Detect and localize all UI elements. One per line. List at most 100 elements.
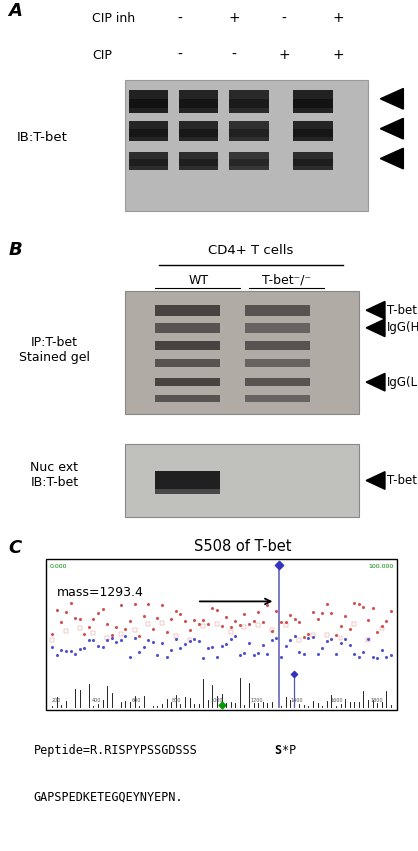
Polygon shape (366, 319, 385, 337)
Bar (229, 159, 268, 166)
Point (49, 640, 56, 654)
Point (113, 636, 120, 649)
Bar (129, 121, 168, 141)
Bar (245, 305, 310, 316)
Point (268, 623, 275, 637)
Point (218, 620, 225, 633)
Point (63, 625, 69, 638)
Point (383, 650, 390, 664)
Point (387, 648, 394, 661)
Point (214, 617, 220, 631)
Bar (129, 129, 168, 137)
Text: IB:T-bet: IB:T-bet (17, 131, 68, 145)
Point (63, 644, 69, 658)
Point (346, 638, 353, 652)
Point (255, 619, 262, 632)
Point (186, 623, 193, 637)
Text: 600: 600 (132, 699, 141, 704)
Point (223, 637, 229, 651)
Text: 400: 400 (92, 699, 101, 704)
Point (200, 614, 206, 627)
Point (351, 618, 357, 631)
Bar (245, 340, 310, 350)
Point (324, 635, 330, 648)
Bar (293, 121, 333, 141)
Point (241, 646, 248, 660)
Point (282, 615, 289, 629)
Point (150, 622, 156, 636)
Point (296, 615, 303, 629)
Point (94, 607, 101, 620)
Point (177, 642, 184, 655)
Polygon shape (366, 471, 385, 489)
Point (76, 621, 83, 635)
Text: -: - (177, 49, 182, 62)
Point (241, 620, 248, 634)
Point (360, 645, 367, 659)
Text: CD4+ T cells: CD4+ T cells (208, 244, 293, 257)
Bar (229, 121, 268, 141)
Point (301, 648, 307, 661)
Text: S: S (274, 745, 281, 757)
Point (232, 630, 239, 643)
Point (383, 614, 390, 627)
Point (342, 609, 349, 623)
Point (90, 626, 97, 640)
Text: S508 of T-bet: S508 of T-bet (194, 539, 291, 554)
Bar (179, 89, 218, 112)
Point (378, 620, 385, 633)
Point (54, 603, 60, 616)
Text: 0.000: 0.000 (49, 563, 67, 568)
Point (131, 597, 138, 611)
Point (337, 631, 344, 645)
Point (81, 641, 88, 654)
Bar (125, 81, 368, 211)
Point (72, 648, 79, 661)
Bar (155, 305, 220, 316)
Point (163, 625, 170, 639)
Bar (293, 159, 333, 166)
Point (200, 619, 206, 632)
Point (63, 605, 69, 619)
Point (76, 642, 83, 655)
Point (58, 643, 65, 657)
Point (131, 631, 138, 645)
Point (90, 633, 97, 647)
Bar (46, 559, 397, 710)
Point (273, 604, 280, 618)
Bar (129, 151, 168, 170)
Point (58, 614, 65, 628)
Point (314, 647, 321, 660)
Bar (245, 395, 310, 402)
Point (186, 635, 193, 648)
Point (204, 642, 211, 655)
Point (278, 615, 284, 629)
Point (204, 617, 211, 631)
Point (99, 603, 106, 616)
Point (337, 620, 344, 633)
Point (159, 598, 166, 612)
Point (209, 601, 216, 614)
Point (319, 606, 326, 620)
Point (296, 645, 303, 659)
Point (287, 633, 293, 647)
Text: IgG(H): IgG(H) (387, 322, 418, 334)
Text: *P: *P (282, 745, 296, 757)
Point (324, 629, 330, 643)
Point (346, 622, 353, 636)
Point (54, 648, 60, 662)
Point (140, 609, 147, 623)
Point (195, 617, 202, 631)
Point (232, 614, 239, 628)
Point (310, 605, 316, 619)
Point (49, 633, 56, 647)
Bar (155, 340, 220, 350)
Text: IgG(L): IgG(L) (387, 375, 418, 389)
Point (337, 636, 344, 649)
Point (181, 637, 188, 651)
Bar (129, 89, 168, 112)
Point (241, 607, 248, 620)
Point (310, 631, 316, 644)
Bar (245, 379, 310, 386)
Point (324, 597, 330, 610)
